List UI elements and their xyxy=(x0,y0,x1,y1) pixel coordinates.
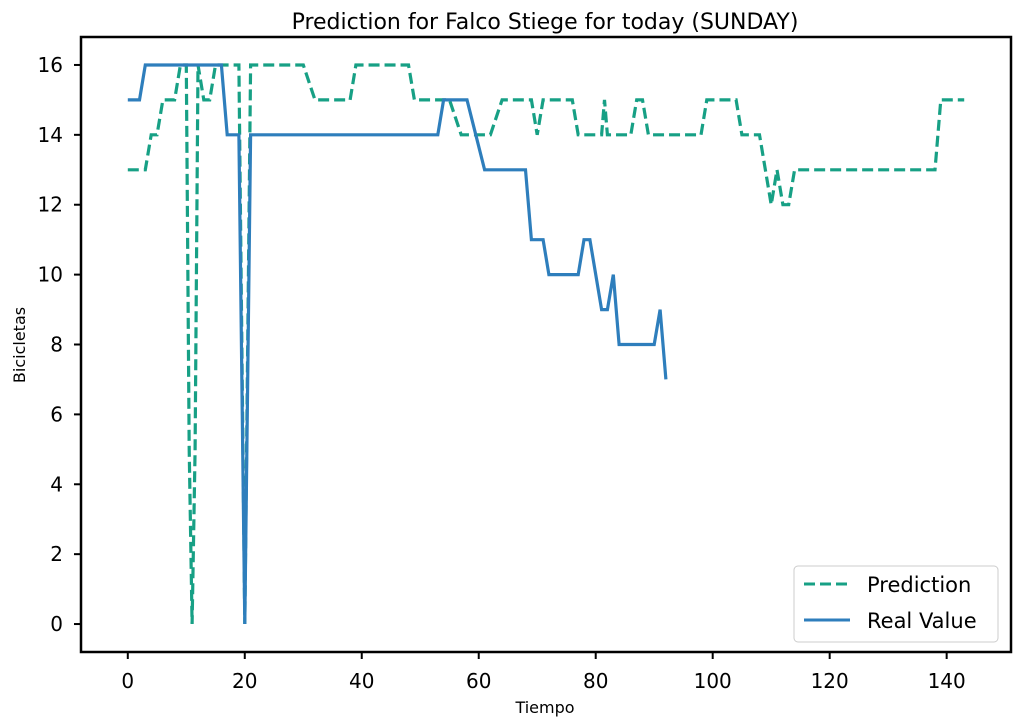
x-tick-label: 40 xyxy=(349,669,374,693)
x-axis-label: Tiempo xyxy=(514,698,574,717)
y-tick-label: 2 xyxy=(50,542,63,566)
legend: Prediction Real Value xyxy=(793,565,999,643)
series-line-real-value xyxy=(127,63,668,625)
y-axis-label: Bicicletas xyxy=(10,307,29,383)
y-tick-label: 12 xyxy=(38,193,63,217)
y-tick-label: 8 xyxy=(50,333,63,357)
legend-label-real-value: Real Value xyxy=(867,609,977,633)
y-tick-label: 4 xyxy=(50,472,63,496)
chart-title: Prediction for Falco Stiege for today (S… xyxy=(292,10,799,35)
y-axis: 0 2 4 6 8 10 12 14 16 xyxy=(38,53,81,636)
legend-label-prediction: Prediction xyxy=(867,573,971,597)
x-tick-label: 120 xyxy=(811,669,849,693)
y-tick-label: 0 xyxy=(50,612,63,636)
x-tick-label: 80 xyxy=(583,669,608,693)
y-tick-label: 6 xyxy=(50,402,63,426)
x-axis: 0 20 40 60 80 100 120 140 xyxy=(121,652,966,693)
x-tick-label: 100 xyxy=(694,669,732,693)
plot-area-frame xyxy=(79,35,1013,654)
x-tick-label: 140 xyxy=(928,669,966,693)
y-tick-label: 14 xyxy=(38,123,63,147)
x-tick-label: 20 xyxy=(232,669,257,693)
series-layer xyxy=(127,63,965,625)
series-line-prediction xyxy=(127,63,965,625)
x-tick-label: 0 xyxy=(121,669,134,693)
x-tick-label: 60 xyxy=(466,669,491,693)
y-tick-label: 16 xyxy=(38,53,63,77)
y-tick-label: 10 xyxy=(38,263,63,287)
